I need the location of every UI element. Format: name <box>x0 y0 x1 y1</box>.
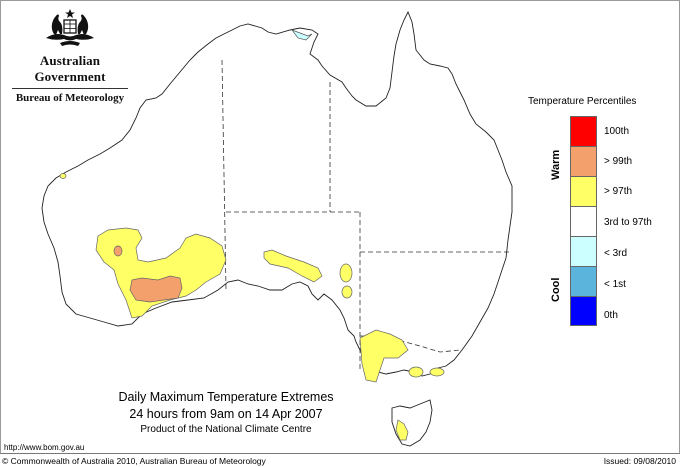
legend-label: > 97th <box>604 186 633 197</box>
hot-regions <box>113 245 183 303</box>
legend-swatch-0th <box>570 296 597 326</box>
map-frame <box>0 0 680 454</box>
legend-swatch-3rd <box>570 236 597 266</box>
tasmania-coastline <box>391 399 433 447</box>
map-product: Product of the National Climate Centre <box>140 424 312 435</box>
bureau-name: Bureau of Meteorology <box>15 92 125 104</box>
bom-logo: Australian Government Bureau of Meteorol… <box>8 8 132 104</box>
map-title: Daily Maximum Temperature Extremes <box>118 390 334 404</box>
warm-label: Warm <box>550 149 562 180</box>
legend-swatch-99th <box>570 146 597 176</box>
map-period: 24 hours from 9am on 14 Apr 2007 <box>129 407 323 421</box>
legend-color-bar <box>570 116 597 326</box>
bom-website-link[interactable]: http://www.bom.gov.au <box>4 443 85 452</box>
legend-label: 3rd to 97th <box>604 217 652 228</box>
agency-name: Australian Government <box>34 53 106 84</box>
legend-label: 0th <box>604 310 618 321</box>
legend-label: < 1st <box>604 279 626 290</box>
legend-swatch-97th <box>570 176 597 206</box>
warm-regions <box>59 173 445 441</box>
legend-title: Temperature Percentiles <box>528 96 637 107</box>
commonwealth-coat-of-arms-icon <box>46 9 94 46</box>
issued-date: Issued: 09/08/2010 <box>603 456 676 466</box>
australia-coastline <box>41 10 513 377</box>
legend-swatch-normal <box>570 206 597 236</box>
legend-label: 100th <box>604 126 630 137</box>
legend-label: > 99th <box>604 156 633 167</box>
logo-divider <box>12 88 128 89</box>
cool-region-gulf <box>291 29 313 41</box>
legend-label: < 3rd <box>604 248 628 259</box>
legend-swatch-1st <box>570 266 597 296</box>
copyright-notice: © Commonwealth of Australia 2010, Austra… <box>2 456 266 466</box>
cool-label: Cool <box>550 277 562 302</box>
legend-swatch-100th <box>570 116 597 146</box>
